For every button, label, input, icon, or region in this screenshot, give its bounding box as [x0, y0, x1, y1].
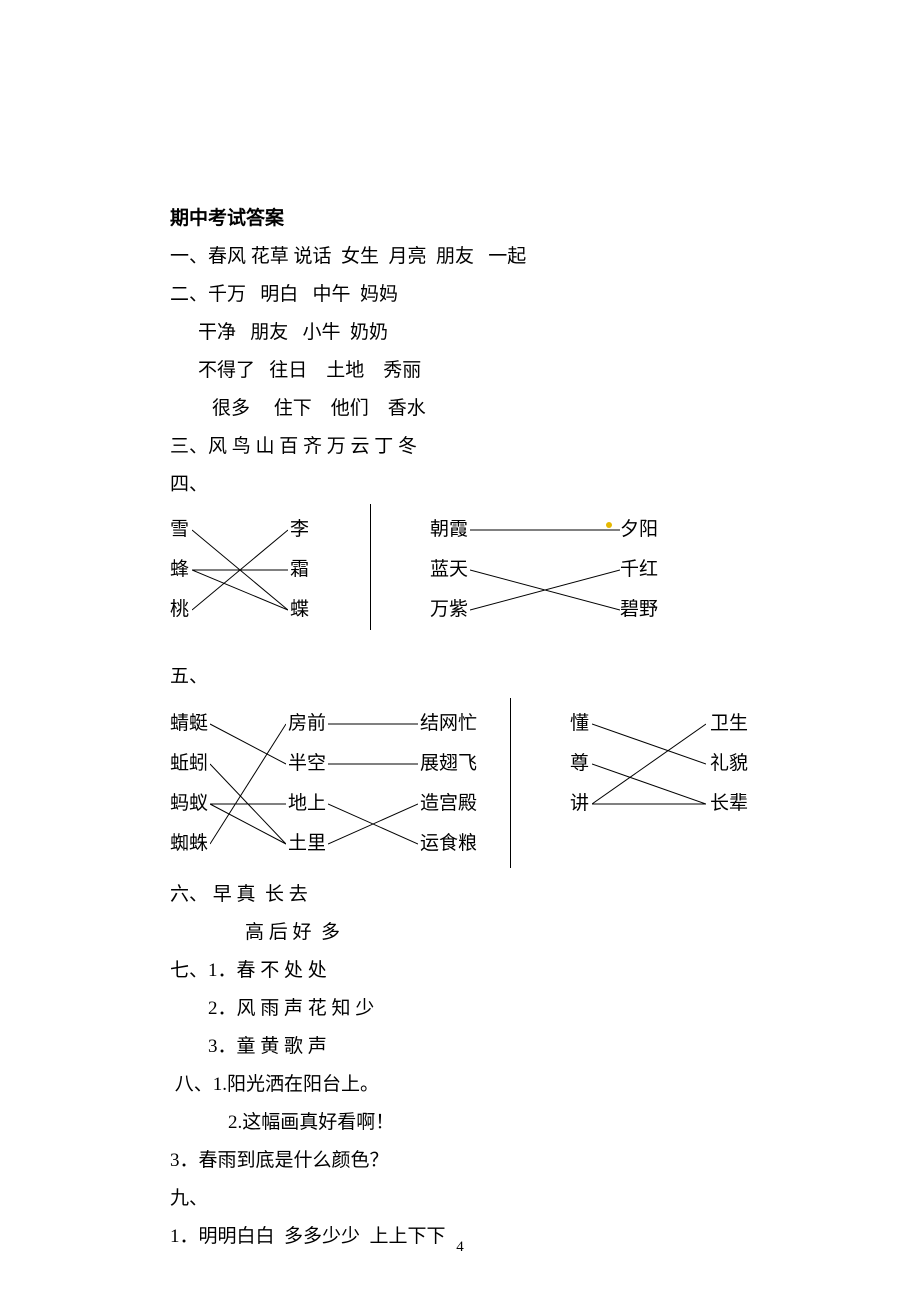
section-6-line1: 六、 早 真 长 去 — [170, 876, 750, 914]
section-3: 三、风 鸟 山 百 齐 万 云 丁 冬 — [170, 428, 750, 466]
section-7-line1: 七、1．春 不 处 处 — [170, 952, 750, 990]
s5-col-b: 房前 半空 地上 土里 — [288, 704, 326, 864]
section-6-line2: 高 后 好 多 — [170, 914, 750, 952]
s5D-0: 懂 — [570, 704, 589, 744]
s5-col-a: 蜻蜓 蚯蚓 蚂蚁 蜘蛛 — [170, 704, 208, 864]
s4-leftA-2: 桃 — [170, 590, 189, 630]
s5-col-e: 卫生 礼貌 长辈 — [710, 704, 748, 824]
s5-divider — [510, 698, 511, 868]
section-1-text: 春风 花草 说话 女生 月亮 朋友 一起 — [208, 246, 526, 267]
section-2-line2: 干净 朋友 小牛 奶奶 — [170, 314, 750, 352]
s4-rightA-0: 朝霞 — [430, 510, 468, 550]
s4-right-col-a: 朝霞 蓝天 万紫 — [430, 510, 468, 630]
s5A-1: 蚯蚓 — [170, 744, 208, 784]
section-3-label: 三、 — [170, 436, 208, 457]
s5B-3: 土里 — [288, 824, 326, 864]
section-7-label: 七、 — [170, 960, 208, 981]
s5-lines-de — [592, 704, 706, 864]
s5B-0: 房前 — [288, 704, 326, 744]
s5B-1: 半空 — [288, 744, 326, 784]
s5C-2: 造宫殿 — [420, 784, 477, 824]
s5E-2: 长辈 — [710, 784, 748, 824]
s5C-1: 展翅飞 — [420, 744, 477, 784]
section-9-label: 九、 — [170, 1180, 750, 1218]
s5-lines-bc — [328, 704, 418, 864]
s4-rightB-2: 碧野 — [620, 590, 658, 630]
section-1-label: 一、 — [170, 246, 208, 267]
s4-rightA-2: 万紫 — [430, 590, 468, 630]
s5D-1: 尊 — [570, 744, 589, 784]
s4-divider — [370, 504, 371, 630]
section-3-text: 风 鸟 山 百 齐 万 云 丁 冬 — [208, 436, 417, 457]
s4-right-col-b: 夕阳 千红 碧野 — [620, 510, 658, 630]
section-2-line4: 很多 住下 他们 香水 — [170, 390, 750, 428]
section-8-line1: 八、1.阳光洒在阳台上。 — [170, 1066, 750, 1104]
s4-leftB-0: 李 — [290, 510, 309, 550]
s5C-3: 运食粮 — [420, 824, 477, 864]
section-1: 一、春风 花草 说话 女生 月亮 朋友 一起 — [170, 238, 750, 276]
s5D-2: 讲 — [570, 784, 589, 824]
section-2-line3: 不得了 往日 土地 秀丽 — [170, 352, 750, 390]
section-7-line2: 2．风 雨 声 花 知 少 — [170, 990, 750, 1028]
s5A-3: 蜘蛛 — [170, 824, 208, 864]
section-2-label: 二、 — [170, 284, 208, 305]
s5E-1: 礼貌 — [710, 744, 748, 784]
s4-right-lines — [470, 510, 620, 630]
s4-rightB-0: 夕阳 — [620, 510, 658, 550]
s4-left-lines — [192, 510, 288, 630]
page-title: 期中考试答案 — [170, 200, 750, 238]
answer-key-page: 期中考试答案 一、春风 花草 说话 女生 月亮 朋友 一起 二、千万 明白 中午… — [0, 0, 920, 1302]
s4-left-col-a: 雪 蜂 桃 — [170, 510, 189, 630]
s4-rightB-1: 千红 — [620, 550, 658, 590]
s4-leftB-2: 蝶 — [290, 590, 309, 630]
section-4-diagram: 雪 蜂 桃 李 霜 蝶 朝霞 蓝天 万紫 夕阳 千红 碧野 — [170, 510, 750, 638]
s5C-0: 结网忙 — [420, 704, 477, 744]
s5E-0: 卫生 — [710, 704, 748, 744]
section-8-line3: 3．春雨到底是什么颜色？ — [170, 1142, 750, 1180]
s4-left-col-b: 李 霜 蝶 — [290, 510, 309, 630]
s5-col-c: 结网忙 展翅飞 造宫殿 运食粮 — [420, 704, 477, 864]
section-5-diagram: 蜻蜓 蚯蚓 蚂蚁 蜘蛛 房前 半空 地上 土里 结网忙 展翅飞 造宫殿 运食粮 — [170, 704, 750, 876]
section-8-label: 八、 — [170, 1074, 213, 1095]
s5A-0: 蜻蜓 — [170, 704, 208, 744]
s5B-2: 地上 — [288, 784, 326, 824]
section-4-label: 四、 — [170, 466, 750, 504]
s5-lines-ab — [210, 704, 286, 864]
s4-leftA-0: 雪 — [170, 510, 189, 550]
s4-leftA-1: 蜂 — [170, 550, 189, 590]
page-number: 4 — [0, 1232, 920, 1262]
s4-rightA-1: 蓝天 — [430, 550, 468, 590]
s5A-2: 蚂蚁 — [170, 784, 208, 824]
section-2-line1: 二、千万 明白 中午 妈妈 — [170, 276, 750, 314]
section-8-line2: 2.这幅画真好看啊！ — [170, 1104, 750, 1142]
s5-col-d: 懂 尊 讲 — [570, 704, 589, 824]
section-6-label: 六、 — [170, 884, 208, 905]
section-5-label: 五、 — [170, 658, 750, 696]
s4-leftB-1: 霜 — [290, 550, 309, 590]
section-7-line3: 3．童 黄 歌 声 — [170, 1028, 750, 1066]
